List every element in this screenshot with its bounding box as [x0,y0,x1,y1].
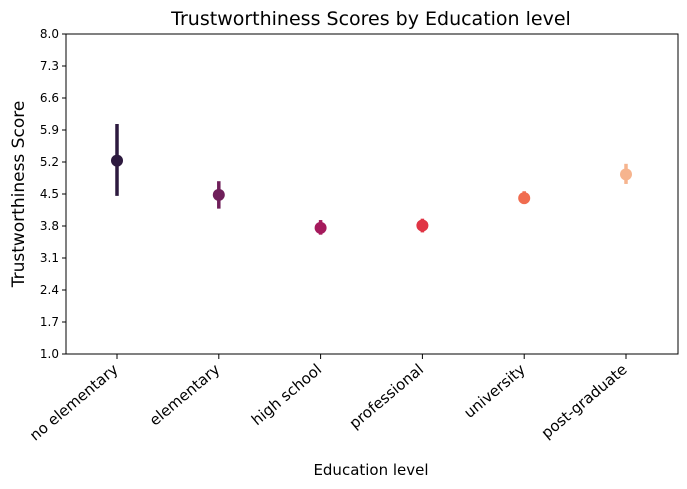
data-marks [111,124,632,235]
y-tick-label: 7.3 [40,59,59,73]
data-point [620,168,632,181]
data-point [416,219,429,232]
y-tick-label: 3.1 [40,251,59,265]
x-tick-label: university [460,360,529,422]
data-point [518,192,531,205]
y-axis: 1.0 1.7 2.4 3.1 3.8 4.5 5.2 5.9 6.6 7.3 8.0 [40,27,66,361]
y-tick-label: 5.9 [40,123,59,137]
x-axis-label: Education level [313,461,428,479]
x-tick-label: high school [248,360,325,429]
data-point [314,221,327,234]
x-axis: no elementary elementary high school profes… [26,354,631,444]
y-tick-label: 8.0 [40,27,59,41]
y-tick-label: 6.6 [40,91,59,105]
y-tick-label: 5.2 [40,155,59,169]
y-tick-label: 4.5 [40,187,59,201]
chart-title: Trustworthiness Scores by Education leve… [170,8,571,30]
y-tick-label: 3.8 [40,219,59,233]
y-tick-label: 2.4 [40,283,59,297]
y-tick-label: 1.7 [40,315,59,329]
data-point [111,154,123,167]
x-tick-label: no elementary [26,360,122,444]
x-tick-label: post-graduate [538,360,631,442]
x-tick-label: elementary [146,360,224,429]
x-tick-label: professional [346,360,427,432]
y-axis-label: Trustworthiness Score [9,101,29,289]
plot-area [65,33,679,355]
data-point [212,188,225,201]
y-tick-label: 1.0 [40,347,59,361]
